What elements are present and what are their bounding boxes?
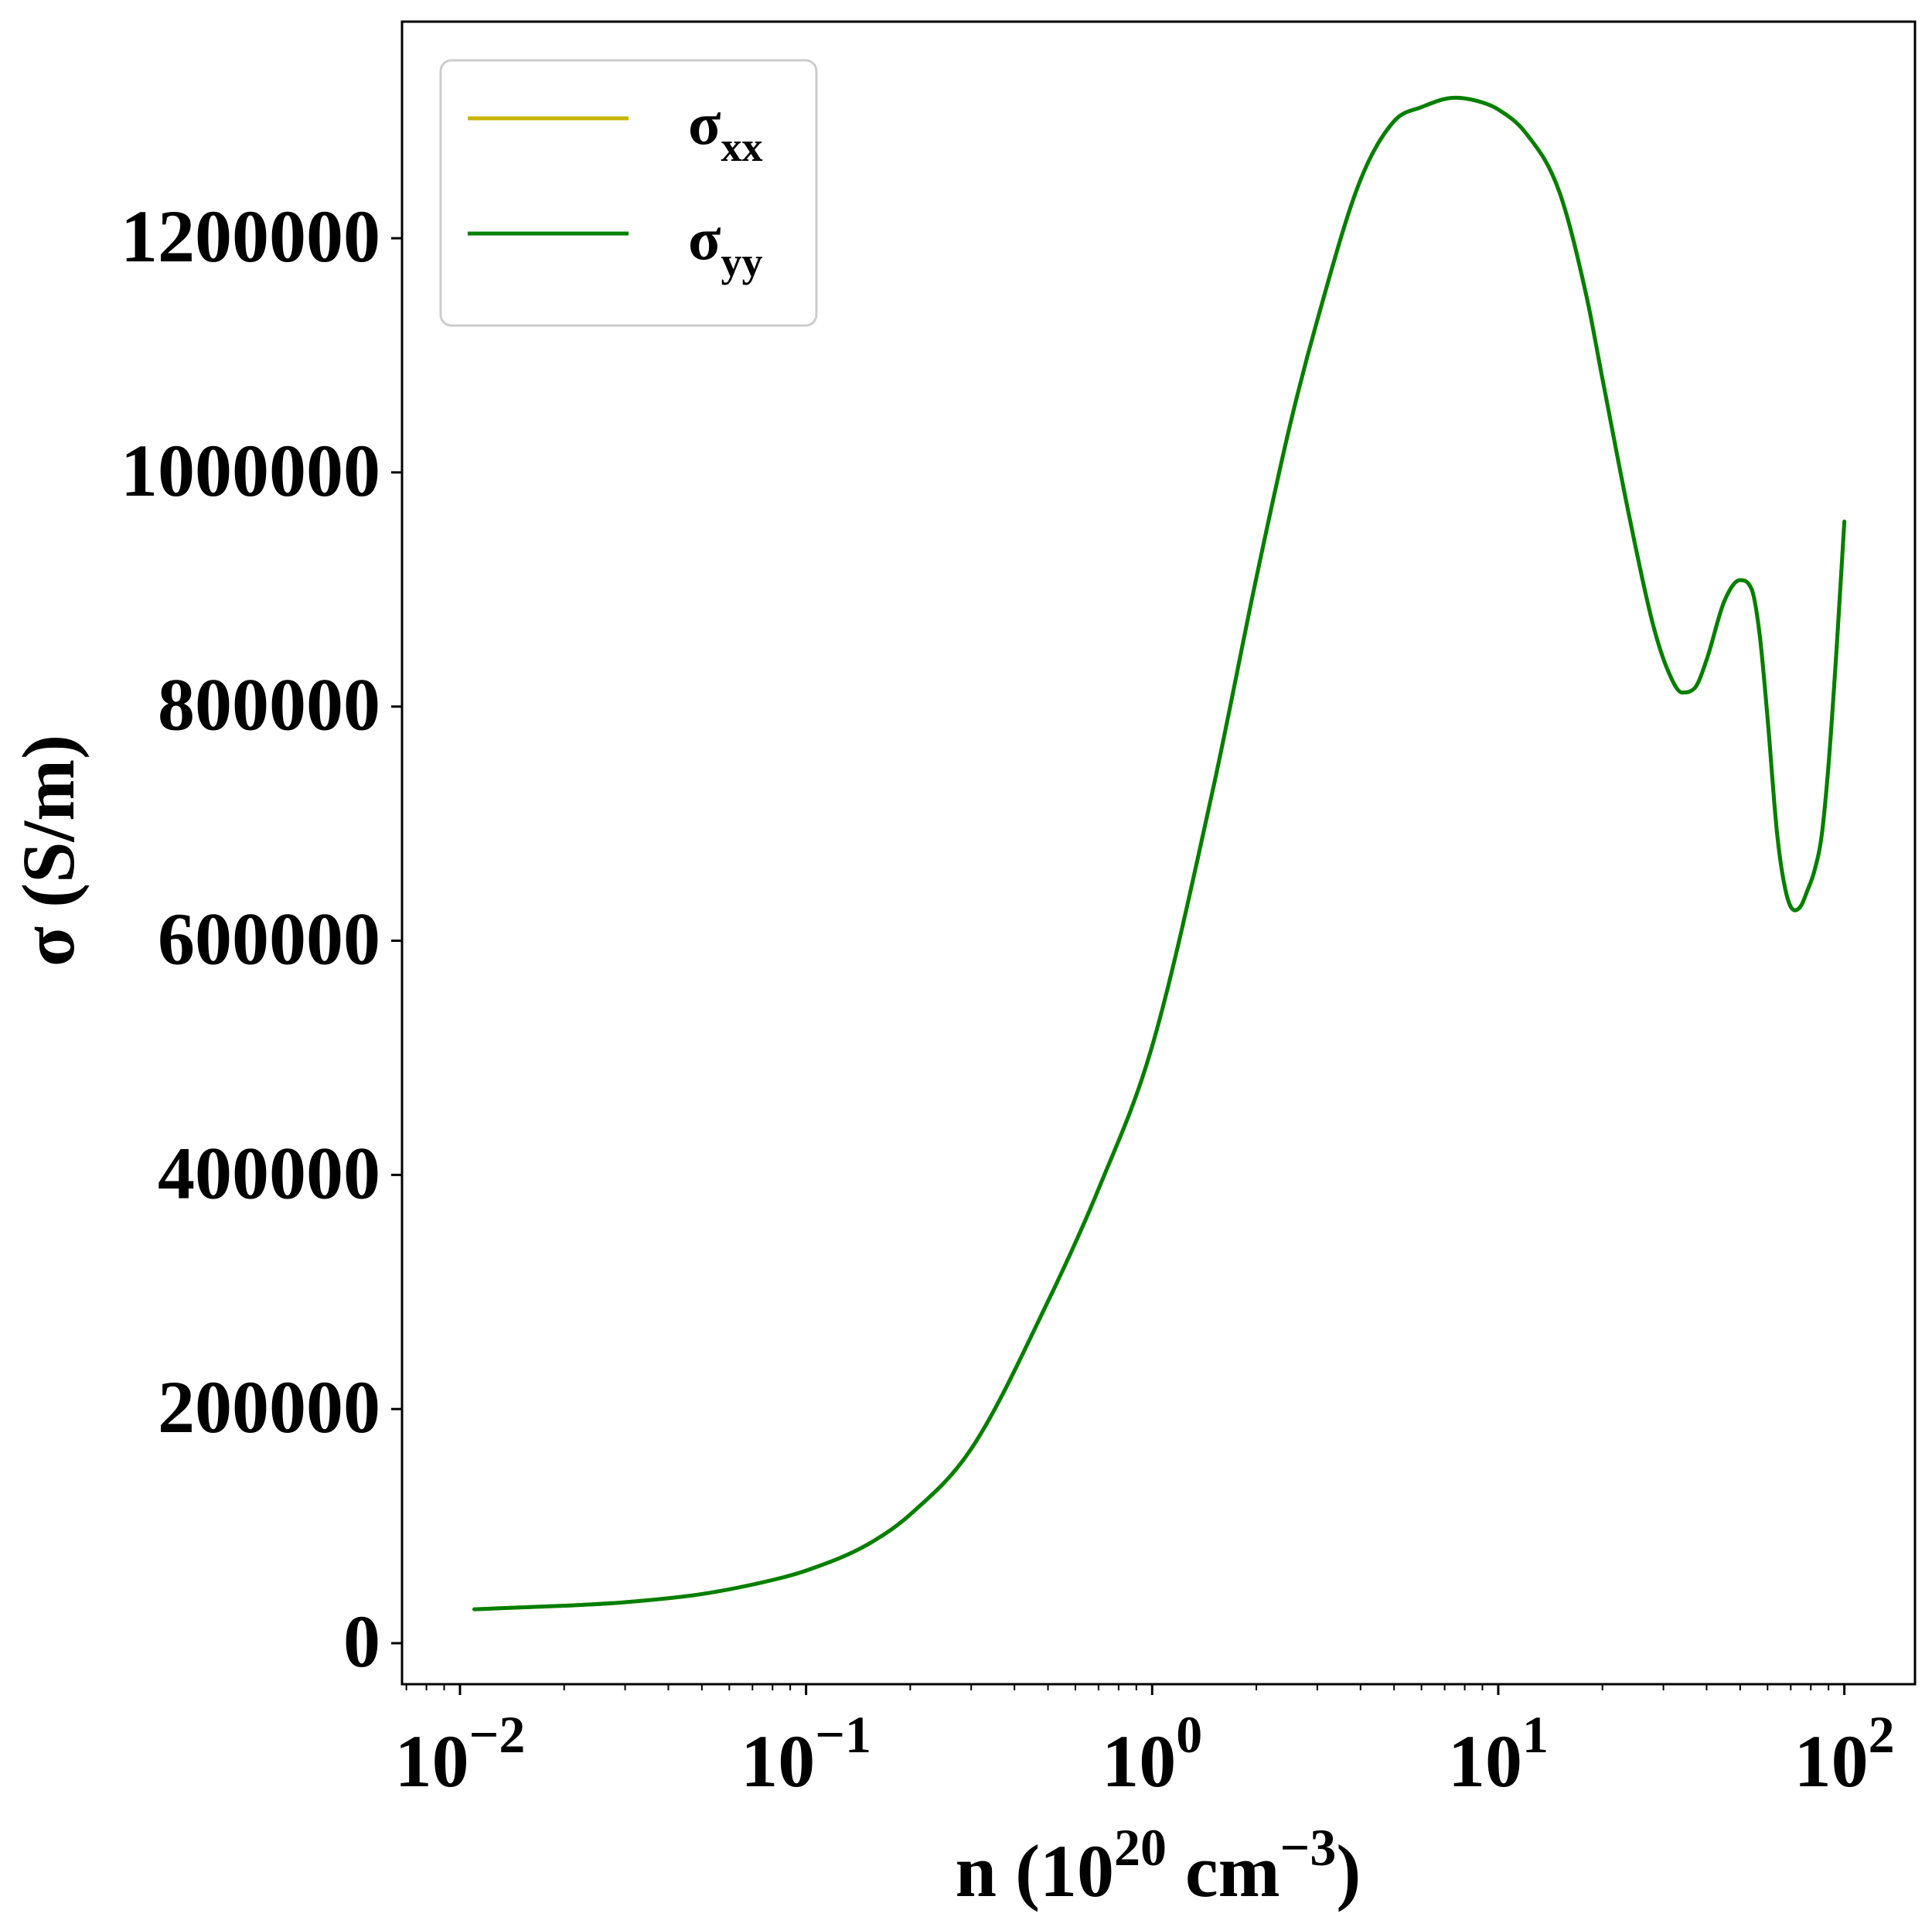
legend-label-sigma-yy: σyy <box>688 205 762 285</box>
x-tick-label: 10−1 <box>741 1705 871 1803</box>
x-axis-label: n (1020 cm−3) <box>956 1818 1361 1912</box>
legend-label-sigma-xx: σxx <box>688 90 762 170</box>
y-tick-label: 600000 <box>158 898 380 981</box>
x-tick-label: 102 <box>1794 1705 1895 1803</box>
x-tick-label: 10−2 <box>395 1705 526 1803</box>
y-axis-ticks: 0 200000 400000 600000 800000 1000000 1200000 <box>121 195 402 1683</box>
y-axis-label: σ (S/m) <box>7 735 90 967</box>
y-tick-label: 0 <box>343 1600 380 1683</box>
x-tick-label: 101 <box>1448 1705 1549 1803</box>
series-line-sigma-yy <box>472 95 1847 1612</box>
y-tick-label: 200000 <box>158 1366 380 1448</box>
x-tick-label: 100 <box>1102 1705 1202 1803</box>
legend: σxx σyy <box>439 59 818 327</box>
legend-box <box>439 59 818 327</box>
y-tick-label: 1000000 <box>121 429 380 512</box>
y-tick-label: 1200000 <box>121 195 380 278</box>
y-tick-label: 800000 <box>158 663 380 746</box>
y-tick-label: 400000 <box>158 1131 380 1214</box>
series-layer <box>472 95 1847 1612</box>
x-axis-ticks: 10−2 10−1 100 101 102 <box>395 1684 1895 1803</box>
plot-frame <box>400 20 1917 1686</box>
